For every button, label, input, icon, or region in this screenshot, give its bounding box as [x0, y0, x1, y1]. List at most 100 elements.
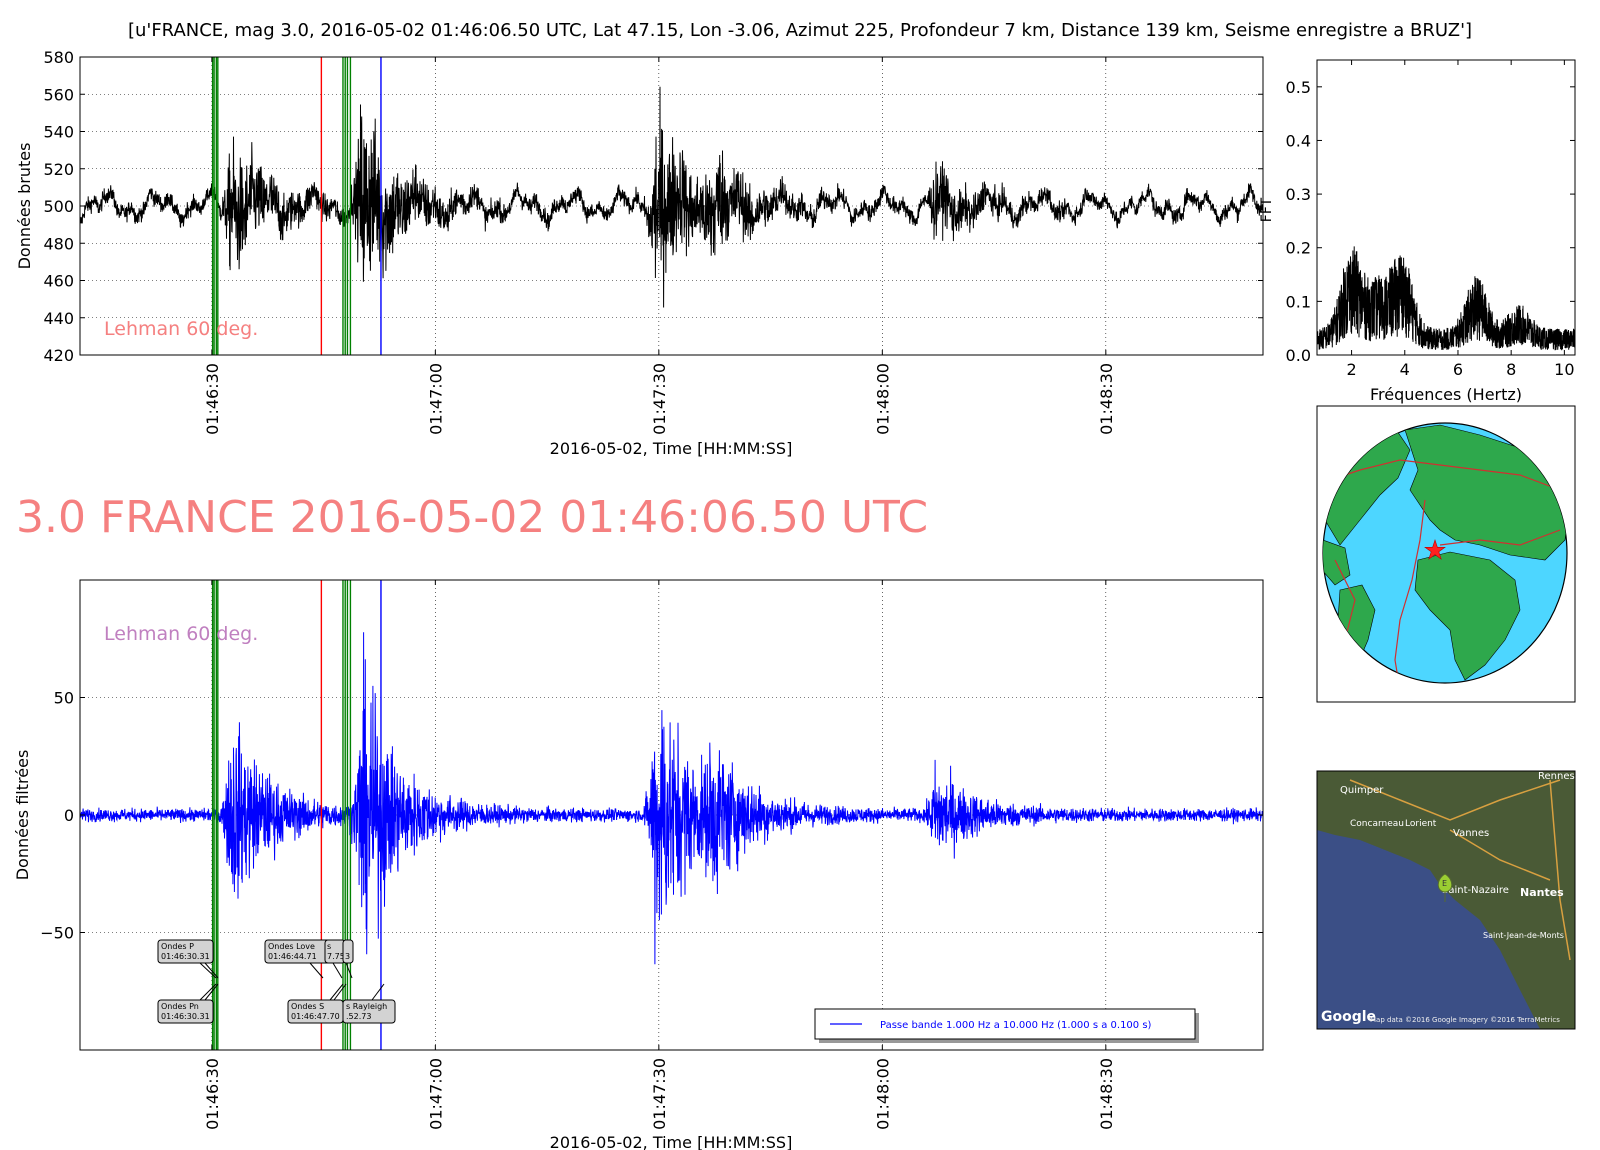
annotation-arrow — [204, 983, 219, 1001]
raw-x-ticks: 01:46:30 01:47:00 01:47:30 01:48:00 01:48:30 — [203, 57, 1116, 435]
fft-y-tick-label: 0.3 — [1286, 185, 1311, 204]
annotation-arrow — [204, 962, 219, 979]
map-road — [1349, 779, 1561, 821]
annotation-ondes-p: Ondes P 01:46:30.31 — [157, 939, 219, 979]
annotation-ondes-pn-line2: 01:46:30.31 — [161, 1012, 210, 1021]
annotation-ondes-love-line1: Ondes Love — [268, 942, 315, 951]
annotation-ondes-s: Ondes S 01:46:47.70 — [287, 983, 347, 1024]
map-label-nantes: Nantes — [1520, 886, 1564, 899]
annotation-rayleigh-line1: s Rayleigh — [346, 1002, 387, 1011]
x-tick-label: 01:47:30 — [650, 363, 669, 435]
x-tick-label: 01:48:30 — [1097, 1058, 1116, 1130]
y-tick-label: 420 — [43, 346, 74, 365]
plate-boundary-north — [1329, 459, 1561, 491]
annotation-s-line2: 7.75 — [327, 952, 345, 961]
annotation-3-line2: 3 — [345, 952, 350, 961]
y-tick-label: 500 — [43, 197, 74, 216]
y-tick-label: 460 — [43, 272, 74, 291]
map-road — [1549, 779, 1571, 961]
y-tick-label: 0 — [64, 806, 74, 825]
annotation-rayleigh: s Rayleigh .52.73 — [342, 983, 396, 1024]
x-tick-label: 01:48:00 — [873, 363, 892, 435]
annotation-ondes-pn: Ondes Pn 01:46:30.31 — [157, 983, 219, 1024]
filtered-xlabel: 2016-05-02, Time [HH:MM:SS] — [550, 1133, 793, 1150]
eurasia-land — [1404, 424, 1567, 561]
fft-frame — [1316, 59, 1576, 356]
filtered-trace — [80, 632, 1263, 965]
y-tick-label: 560 — [43, 85, 74, 104]
fft-y-tick-label: 0.1 — [1286, 292, 1311, 311]
y-tick-label: 520 — [43, 160, 74, 179]
map-road — [1449, 829, 1551, 881]
annotation-arrow — [199, 962, 217, 979]
fft-y-tick-label: 0.2 — [1286, 239, 1311, 258]
google-logo: Google — [1321, 1009, 1376, 1025]
fft-y-tick-label: 0.4 — [1286, 131, 1311, 150]
raw-trace — [80, 86, 1263, 308]
map-label-saint-nazaire: Saint-Nazaire — [1442, 885, 1509, 896]
fft-y-ticks: 0.0 0.1 0.2 0.3 0.4 0.5 — [1286, 78, 1575, 365]
x-tick-label: 01:47:00 — [426, 1058, 445, 1130]
fft-y-tick-label: 0.5 — [1286, 78, 1311, 97]
x-tick-label: 01:47:30 — [650, 1058, 669, 1130]
fft-xlabel: Fréquences (Hertz) — [1370, 385, 1522, 404]
map-label-rennes: Rennes — [1538, 771, 1575, 782]
filtered-x-ticks: 01:46:30 01:47:00 01:47:30 01:48:00 01:48:30 — [203, 580, 1116, 1130]
map-label-vannes: Vannes — [1453, 828, 1489, 839]
x-tick-label: 01:48:30 — [1097, 363, 1116, 435]
map-pin-icon — [1437, 873, 1453, 902]
x-tick-label: 01:46:30 — [203, 1058, 222, 1130]
fft-x-tick-label: 10 — [1554, 360, 1574, 379]
annotation-rayleigh-line2: .52.73 — [346, 1012, 371, 1021]
annotation-ondes-s-line2: 01:46:47.70 — [291, 1012, 340, 1021]
map-pin-letter: E — [1442, 879, 1447, 888]
plate-boundary-med — [1439, 529, 1561, 546]
annotation-ondes-s-line1: Ondes S — [291, 1002, 324, 1011]
raw-xlabel: 2016-05-02, Time [HH:MM:SS] — [550, 439, 793, 458]
map-label-lorient: Lorient — [1405, 819, 1437, 829]
x-tick-label: 01:46:30 — [203, 363, 222, 435]
annotation-s-box: s 7.75 — [324, 939, 346, 979]
filtered-y-ticks: −50 0 50 — [40, 689, 1263, 943]
filtered-ylabel: Données filtrées — [13, 750, 32, 881]
annotation-arrow — [329, 983, 344, 1001]
annotation-3-box: 3 — [342, 939, 354, 979]
event-big-title: 3.0 FRANCE 2016-05-02 01:46:06.50 UTC — [16, 492, 929, 543]
annotation-arrow — [309, 962, 324, 979]
map-credit: Map data ©2016 Google Imagery ©2016 Terr… — [1370, 1016, 1560, 1024]
raw-phase-lines — [211, 57, 382, 355]
y-tick-label: 50 — [54, 689, 74, 708]
map-label-quimper: Quimper — [1340, 785, 1384, 796]
africa-land — [1414, 551, 1521, 681]
annotation-s-line1: s — [327, 942, 331, 951]
raw-ylabel: Données brutes — [15, 143, 34, 270]
phase-annotations: Ondes P 01:46:30.31 Ondes Love 01:46:44.… — [157, 939, 396, 1024]
filter-legend: Passe bande 1.000 Hz a 10.000 Hz (1.000 … — [814, 1008, 1199, 1043]
legend-label: Passe bande 1.000 Hz a 10.000 Hz (1.000 … — [880, 1020, 1152, 1031]
annotation-arrow — [199, 983, 217, 1001]
annotation-ondes-p-line1: Ondes P — [161, 942, 194, 951]
globe-panel — [1316, 405, 1576, 703]
annotation-ondes-pn-line1: Ondes Pn — [161, 1002, 199, 1011]
map-panel: Quimper Rennes Concarneau Lorient Vannes… — [1316, 770, 1576, 1030]
fft-x-ticks: 2 4 6 8 10 — [1346, 60, 1575, 379]
raw-y-ticks: 420 440 460 480 500 520 540 560 580 — [43, 48, 1263, 365]
fft-x-tick-label: 6 — [1453, 360, 1463, 379]
annotation-arrow — [345, 962, 353, 979]
mid-atlantic-ridge — [1394, 499, 1426, 683]
annotation-arrow — [332, 962, 343, 979]
x-tick-label: 01:48:00 — [873, 1058, 892, 1130]
fft-panel: 0.0 0.1 0.2 0.3 0.4 0.5 2 4 6 8 10 Fréquences (He… — [1286, 59, 1576, 404]
y-tick-label: 440 — [43, 309, 74, 328]
figure-suptitle: [u'FRANCE, mag 3.0, 2016-05-02 01:46:06.… — [127, 20, 1473, 41]
map-frame — [1316, 770, 1576, 1030]
y-tick-label: −50 — [40, 924, 74, 943]
map-land — [1317, 771, 1575, 1029]
annotation-arrow — [371, 983, 385, 1001]
y-tick-label: 540 — [43, 123, 74, 142]
epicenter-star-icon — [1424, 539, 1446, 560]
fft-trace — [1317, 246, 1575, 351]
